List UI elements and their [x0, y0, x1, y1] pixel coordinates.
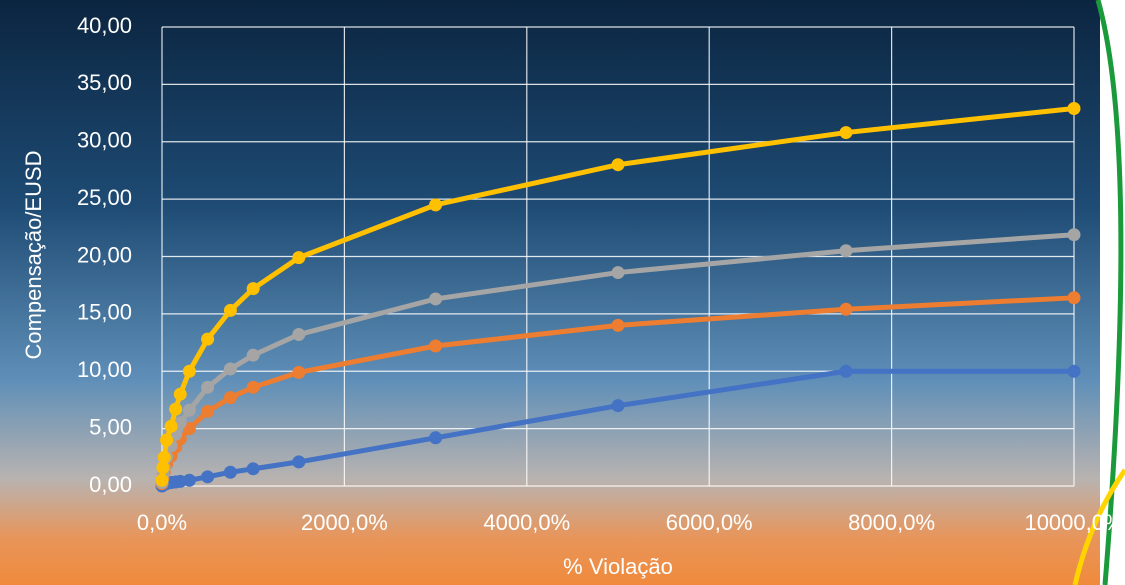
y-tick-label: 0,00: [89, 472, 132, 497]
data-point: [157, 450, 171, 464]
y-tick-label: 25,00: [77, 185, 132, 210]
data-point: [223, 303, 237, 317]
data-point: [182, 473, 196, 487]
data-point: [164, 419, 178, 433]
data-point: [201, 470, 215, 484]
y-tick-label: 10,00: [77, 357, 132, 382]
data-point: [1067, 364, 1081, 378]
decor-curve: [1095, 0, 1124, 585]
data-point: [182, 364, 196, 378]
y-tick-label: 40,00: [77, 13, 132, 38]
data-point: [246, 282, 260, 296]
background: [0, 0, 1100, 585]
data-point: [839, 364, 853, 378]
data-point: [839, 244, 853, 258]
y-axis-label: Compensação/EUSD: [21, 150, 46, 359]
data-point: [611, 266, 625, 280]
data-point: [429, 198, 443, 212]
decor-curve: [1072, 468, 1125, 585]
data-point: [292, 251, 306, 265]
data-point: [429, 339, 443, 353]
data-point: [1067, 101, 1081, 115]
y-tick-label: 30,00: [77, 128, 132, 153]
data-point: [201, 380, 215, 394]
data-point: [611, 158, 625, 172]
data-point: [246, 462, 260, 476]
data-point: [429, 292, 443, 306]
data-point: [839, 126, 853, 140]
data-point: [292, 455, 306, 469]
data-point: [182, 403, 196, 417]
data-point: [246, 348, 260, 362]
data-point: [155, 473, 169, 487]
data-point: [1067, 228, 1081, 242]
x-tick-label: 10000,0%: [1024, 510, 1123, 535]
data-point: [292, 365, 306, 379]
data-point: [292, 328, 306, 342]
data-point: [201, 332, 215, 346]
x-axis-label: % Violação: [563, 554, 673, 579]
data-point: [223, 465, 237, 479]
data-point: [839, 302, 853, 316]
x-tick-label: 4000,0%: [483, 510, 570, 535]
data-point: [429, 431, 443, 445]
data-point: [1067, 291, 1081, 305]
y-tick-label: 35,00: [77, 70, 132, 95]
data-point: [160, 433, 174, 447]
x-tick-label: 6000,0%: [666, 510, 753, 535]
y-tick-label: 5,00: [89, 414, 132, 439]
x-tick-label: 8000,0%: [848, 510, 935, 535]
series: [155, 101, 1081, 493]
series-line: [159, 105, 1075, 481]
data-point: [611, 318, 625, 332]
y-tick-label: 15,00: [77, 300, 132, 325]
x-tick-label: 0,0%: [137, 510, 187, 535]
data-point: [156, 461, 170, 475]
data-point: [611, 399, 625, 413]
grid: [161, 26, 1075, 487]
x-tick-label: 2000,0%: [301, 510, 388, 535]
data-point: [223, 362, 237, 376]
data-point: [223, 391, 237, 405]
data-point: [173, 387, 187, 401]
data-point: [246, 380, 260, 394]
data-point: [201, 404, 215, 418]
data-point: [169, 402, 183, 416]
y-tick-label: 20,00: [77, 242, 132, 267]
